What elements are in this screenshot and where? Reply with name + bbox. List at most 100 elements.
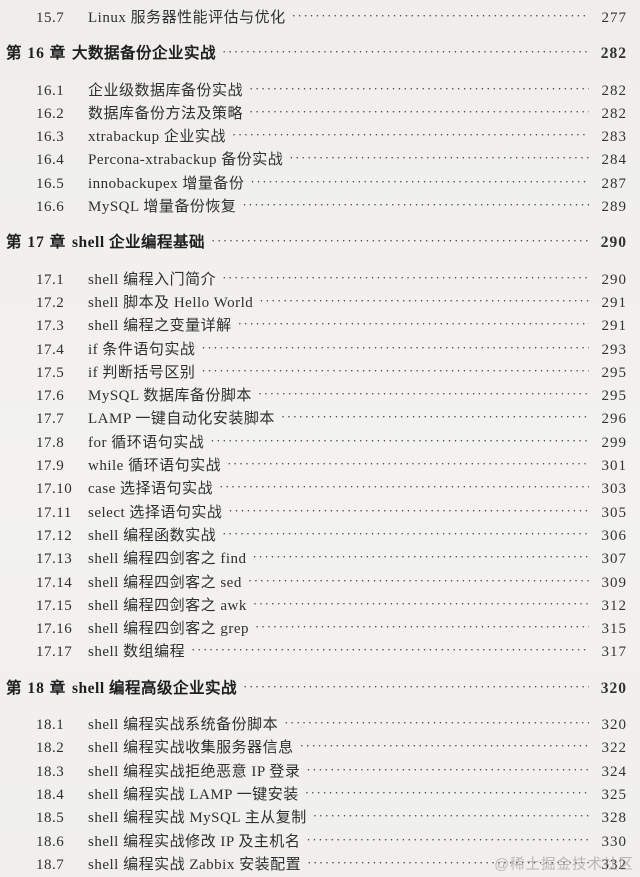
toc-entry: 17.5 if 判断括号区别 295	[6, 361, 627, 384]
entry-title: innobackupex 增量备份	[88, 175, 245, 192]
entry-page-number: 282	[601, 82, 627, 99]
dot-leader	[222, 266, 589, 289]
entry-title: xtrabackup 企业实战	[88, 129, 226, 146]
entry-number: 17.5	[36, 364, 65, 381]
entry-number: 16.5	[36, 175, 65, 192]
entry-title: if 条件语句实战	[88, 341, 196, 358]
dot-leader	[211, 229, 589, 252]
entry-page-number: 290	[600, 234, 627, 252]
entry-title: shell 编程入门简介	[88, 271, 217, 288]
entry-page-number: 291	[601, 294, 627, 311]
toc-entry: 18.6 shell 编程实战修改 IP 及主机名 330	[6, 830, 627, 853]
entry-page-number: 330	[601, 833, 627, 850]
entry-number: 16.1	[36, 82, 65, 99]
entry-page-number: 332	[601, 856, 627, 873]
dot-leader	[307, 851, 589, 874]
toc-entry: 17.3 shell 编程之变量详解 291	[6, 314, 627, 337]
dot-leader	[227, 452, 589, 475]
dot-leader	[306, 758, 589, 781]
dot-leader	[222, 522, 589, 545]
dot-leader	[258, 382, 589, 405]
dot-leader	[313, 804, 589, 827]
toc-entry: 17.15 shell 编程四剑客之 awk 312	[6, 594, 627, 617]
entry-title: 企业级数据库备份实战	[88, 82, 244, 99]
entry-title: shell 企业编程基础	[72, 234, 206, 252]
toc-entry: 18.2 shell 编程实战收集服务器信息 322	[6, 736, 627, 759]
entry-page-number: 295	[601, 388, 627, 405]
entry-page-number: 312	[601, 597, 627, 614]
entry-page-number: 299	[601, 434, 627, 451]
dot-leader	[306, 828, 589, 851]
toc-entry: 16.4 Percona-xtrabackup 备份实战 284	[6, 148, 627, 171]
entry-title: 大数据备份企业实战	[72, 45, 217, 63]
toc-entry: 18.3 shell 编程实战拒绝恶意 IP 登录 324	[6, 760, 627, 783]
dot-leader	[292, 4, 589, 27]
entry-number: 15.7	[36, 10, 65, 26]
toc-entry: 17.6 MySQL 数据库备份脚本 295	[6, 384, 627, 407]
entry-title: Percona-xtrabackup 备份实战	[88, 152, 284, 169]
entry-page-number: 322	[601, 740, 627, 757]
toc-entry: 17.16 shell 编程四剑客之 grep 315	[6, 617, 627, 640]
entry-page-number: 282	[600, 45, 627, 63]
entry-number: 17.10	[36, 481, 73, 498]
dot-leader	[249, 100, 589, 123]
entry-title: shell 编程实战拒绝恶意 IP 登录	[88, 763, 301, 780]
entry-number: 16.4	[36, 152, 65, 169]
entry-page-number: 324	[601, 763, 627, 780]
toc-entry: 17.11 select 选择语句实战 305	[6, 501, 627, 524]
toc-entry: 17.10 case 选择语句实战 303	[6, 477, 627, 500]
entry-page-number: 303	[601, 481, 627, 498]
entry-number: 第 17 章	[6, 234, 67, 252]
entry-page-number: 317	[601, 644, 627, 661]
entry-page-number: 287	[601, 175, 627, 192]
entry-title: shell 编程四剑客之 awk	[88, 597, 247, 614]
entry-title: MySQL 增量备份恢复	[88, 199, 237, 216]
entry-page-number: 305	[601, 504, 627, 521]
entry-page-number: 290	[601, 271, 627, 288]
toc-entry: 16.2 数据库备份方法及策略 282	[6, 102, 627, 125]
toc-entry: 18.4 shell 编程实战 LAMP 一键安装 325	[6, 783, 627, 806]
toc-entry: 17.9 while 循环语句实战 301	[6, 454, 627, 477]
toc-entry: 18.7 shell 编程实战 Zabbix 安装配置 332	[6, 853, 627, 876]
dot-leader	[248, 569, 589, 592]
dot-leader	[232, 123, 589, 146]
entry-title: shell 编程高级企业实战	[72, 679, 238, 697]
dot-leader	[284, 711, 589, 734]
dot-leader	[281, 405, 589, 428]
entry-number: 17.11	[36, 504, 72, 521]
dot-leader	[300, 734, 589, 757]
entry-page-number: 307	[601, 551, 627, 568]
entry-number: 17.7	[36, 411, 65, 428]
entry-title: shell 编程四剑客之 sed	[88, 574, 242, 591]
dot-leader	[253, 545, 590, 568]
entry-title: shell 编程实战 LAMP 一键安装	[88, 786, 299, 803]
entry-page-number: 291	[601, 318, 627, 335]
entry-page-number: 284	[601, 152, 627, 169]
entry-page-number: 289	[601, 199, 627, 216]
toc-entry: 18.5 shell 编程实战 MySQL 主从复制 328	[6, 806, 627, 829]
entry-number: 16.3	[36, 129, 65, 146]
toc-entry: 17.12 shell 编程函数实战 306	[6, 524, 627, 547]
entry-title: case 选择语句实战	[88, 481, 214, 498]
entry-title: shell 编程实战 Zabbix 安装配置	[88, 856, 302, 873]
entry-number: 16.2	[36, 105, 65, 122]
entry-number: 18.1	[36, 717, 65, 734]
entry-title: shell 编程实战修改 IP 及主机名	[88, 833, 301, 850]
entry-title: if 判断括号区别	[88, 364, 196, 381]
dot-leader	[238, 312, 589, 335]
entry-page-number: 309	[601, 574, 627, 591]
toc-list: 15.7 Linux 服务器性能评估与优化 277 第 16 章 大数据备份企业…	[6, 6, 627, 876]
entry-page-number: 306	[601, 527, 627, 544]
entry-number: 18.2	[36, 740, 65, 757]
entry-page-number: 315	[601, 621, 627, 638]
entry-title: shell 数组编程	[88, 644, 186, 661]
dot-leader	[219, 475, 589, 498]
entry-page-number: 325	[601, 786, 627, 803]
entry-number: 第 16 章	[6, 45, 67, 63]
toc-entry: 17.2 shell 脚本及 Hello World 291	[6, 291, 627, 314]
entry-number: 18.7	[36, 856, 65, 873]
entry-number: 17.8	[36, 434, 65, 451]
entry-number: 第 18 章	[6, 679, 67, 697]
entry-title: while 循环语句实战	[88, 458, 222, 475]
